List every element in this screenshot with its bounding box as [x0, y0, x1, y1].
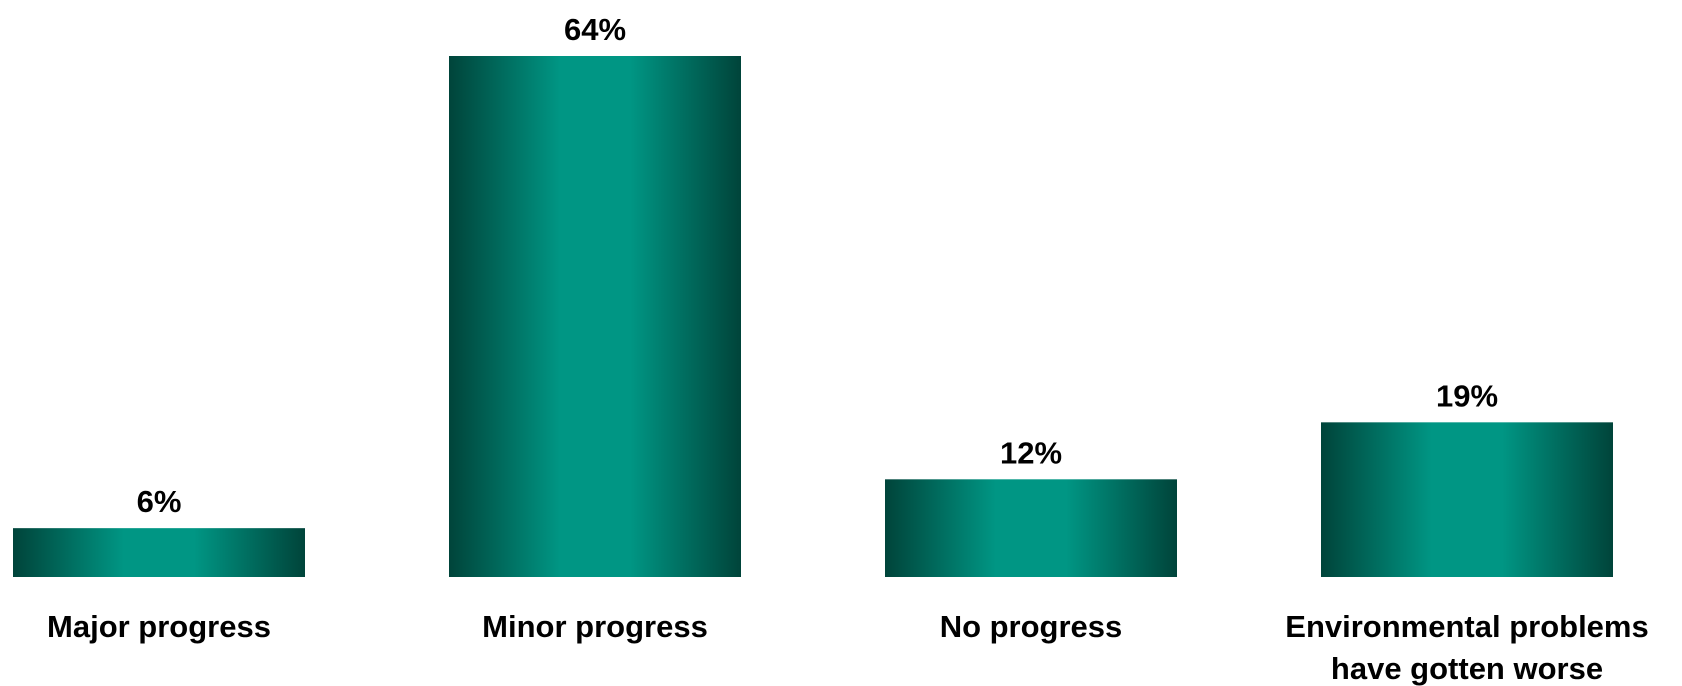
category-label-3-line-1: have gotten worse	[1331, 651, 1603, 686]
bar-1	[449, 56, 741, 577]
category-label-1: Minor progress	[482, 609, 708, 644]
category-label-1-line-0: Minor progress	[482, 609, 708, 644]
bars-layer	[13, 56, 1613, 577]
data-label-3: 19%	[1436, 378, 1498, 413]
bar-2	[885, 479, 1177, 577]
category-label-0: Major progress	[47, 609, 271, 644]
data-label-1: 64%	[564, 12, 626, 47]
value-labels-layer: 6% 64% 12% 19%	[137, 12, 1498, 519]
data-label-2: 12%	[1000, 435, 1062, 470]
category-labels-layer: Major progress Minor progress No progress E…	[47, 609, 1649, 686]
category-label-2: No progress	[940, 609, 1123, 644]
bar-3	[1321, 422, 1613, 577]
bar-0	[13, 528, 305, 577]
category-label-3: Environmental problems have gotten worse	[1285, 609, 1648, 686]
category-label-3-line-0: Environmental problems	[1285, 609, 1648, 644]
data-label-0: 6%	[137, 484, 182, 519]
category-label-2-line-0: No progress	[940, 609, 1123, 644]
category-label-0-line-0: Major progress	[47, 609, 271, 644]
